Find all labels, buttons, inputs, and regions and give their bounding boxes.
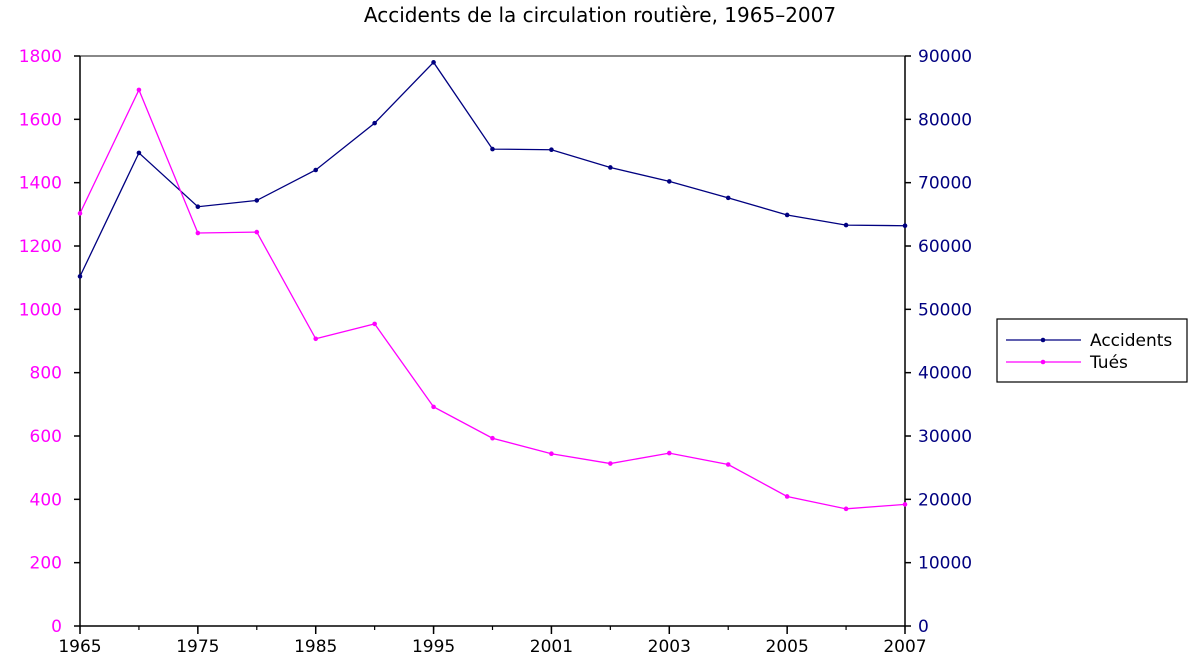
left-axis-tick-label: 1400	[19, 174, 62, 194]
left-axis-tick-label: 1200	[19, 237, 62, 257]
legend-marker	[1040, 337, 1046, 343]
left-axis-tick-label: 1600	[19, 110, 62, 130]
data-point-accidents	[77, 274, 83, 279]
data-point-accidents	[725, 195, 731, 201]
right-axis-tick-label: 20000	[918, 490, 972, 510]
data-point-tu-s	[608, 461, 613, 466]
data-point-tu-s	[372, 321, 377, 327]
data-point-tu-s	[490, 435, 495, 441]
legend-marker	[1040, 359, 1046, 365]
series-layer	[77, 60, 908, 512]
data-point-accidents	[372, 120, 377, 126]
data-point-tu-s	[843, 506, 849, 512]
data-point-accidents	[608, 165, 613, 170]
data-point-accidents	[136, 150, 142, 156]
chart-title: Accidents de la circulation routière, 19…	[364, 3, 836, 27]
left-axis-tick-label: 1800	[19, 47, 62, 67]
data-point-tu-s	[431, 404, 436, 410]
data-point-tu-s	[195, 230, 201, 236]
right-axis-tick-label: 50000	[918, 300, 972, 320]
data-point-tu-s	[549, 451, 554, 457]
right-axis-tick-label: 40000	[918, 364, 972, 384]
data-point-accidents	[431, 60, 436, 65]
data-point-tu-s	[313, 336, 319, 342]
right-axis-tick-label: 30000	[918, 427, 972, 447]
left-axis-tick-label: 200	[30, 554, 62, 574]
left-axis-tick-label: 0	[51, 617, 62, 637]
left-axis-tick-label: 1000	[19, 300, 62, 320]
x-axis-tick-label: 2003	[648, 637, 691, 657]
data-point-tu-s	[666, 450, 672, 456]
x-axis: 1965 1975 1985 1995 2001 2003 2005 2007	[58, 626, 927, 657]
left-axis: 0 200 400 600 800 1000 1200 1400 1600 1800	[19, 47, 80, 637]
data-point-accidents	[313, 167, 319, 173]
x-axis-tick-label: 1995	[412, 637, 455, 657]
x-axis-tick-label: 2007	[883, 637, 926, 657]
data-point-tu-s	[902, 502, 908, 507]
right-axis: 0 10000 20000 30000 40000 50000 60000 70000 8000…	[905, 47, 972, 637]
x-axis-tick-label: 2005	[766, 637, 809, 657]
data-point-accidents	[843, 222, 849, 228]
legend-label: Accidents	[1090, 331, 1172, 351]
x-axis-tick-label: 1985	[294, 637, 337, 657]
data-point-accidents	[666, 179, 672, 184]
x-axis-tick-label: 1975	[176, 637, 219, 657]
right-axis-tick-label: 90000	[918, 47, 972, 67]
data-point-accidents	[784, 212, 790, 218]
legend-label: Tués	[1089, 353, 1128, 373]
right-axis-tick-label: 0	[918, 617, 929, 637]
data-point-tu-s	[77, 211, 83, 216]
x-axis-tick-label: 2001	[530, 637, 573, 657]
legend-box	[996, 318, 1188, 383]
data-point-accidents	[254, 198, 260, 203]
right-axis-tick-label: 60000	[918, 237, 972, 257]
data-point-accidents	[549, 147, 554, 153]
data-point-tu-s	[784, 494, 790, 499]
left-axis-tick-label: 800	[30, 364, 62, 384]
data-point-tu-s	[254, 229, 260, 235]
data-point-tu-s	[725, 462, 731, 467]
data-point-accidents	[902, 223, 908, 229]
data-point-tu-s	[136, 87, 142, 93]
x-axis-tick-label: 1965	[58, 637, 101, 657]
left-axis-tick-label: 400	[30, 490, 62, 510]
data-point-accidents	[195, 204, 201, 210]
left-axis-tick-label: 600	[30, 427, 62, 447]
data-point-accidents	[490, 146, 495, 152]
right-axis-tick-label: 10000	[918, 554, 972, 574]
right-axis-tick-label: 80000	[918, 110, 972, 130]
right-axis-tick-label: 70000	[918, 174, 972, 194]
